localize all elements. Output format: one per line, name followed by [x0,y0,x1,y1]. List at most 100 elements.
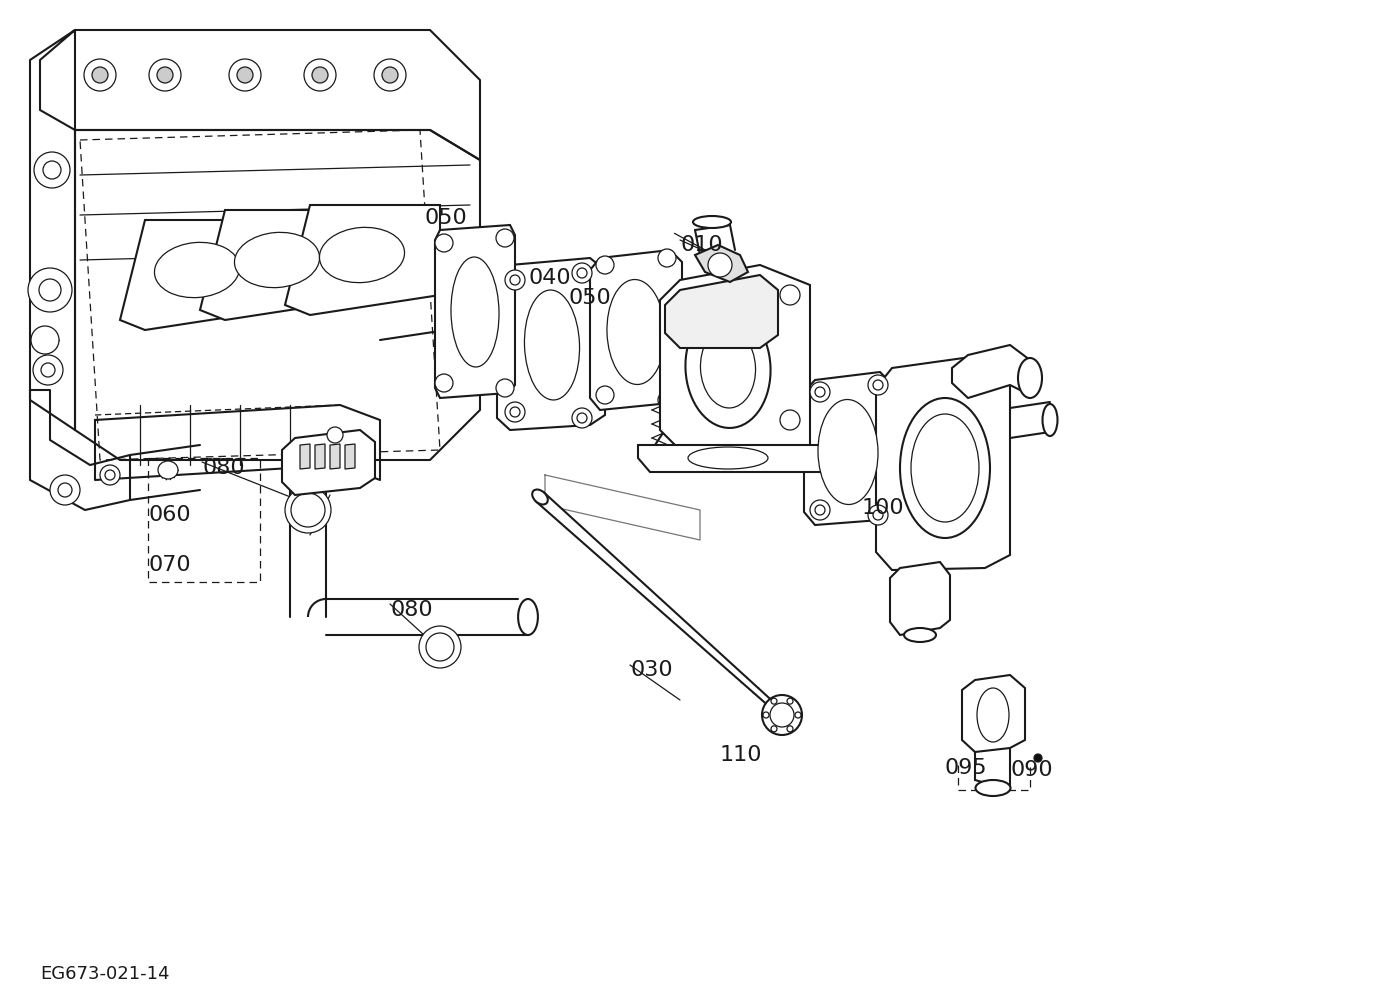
Text: 095: 095 [945,758,987,778]
Ellipse shape [818,399,878,505]
Polygon shape [285,205,440,315]
Circle shape [434,374,452,392]
Ellipse shape [1018,358,1043,398]
Circle shape [510,407,520,417]
Circle shape [809,382,830,402]
Circle shape [658,391,676,409]
Circle shape [596,386,614,404]
Circle shape [781,410,800,430]
Circle shape [84,59,116,91]
Ellipse shape [905,628,936,642]
Circle shape [873,510,883,520]
Polygon shape [638,445,836,480]
Ellipse shape [975,780,1011,796]
Circle shape [505,270,525,290]
Ellipse shape [900,398,990,538]
Ellipse shape [234,232,320,287]
Ellipse shape [607,279,665,384]
Text: 010: 010 [680,235,723,255]
Circle shape [781,285,800,305]
Circle shape [101,465,120,485]
Polygon shape [661,265,809,465]
Ellipse shape [976,688,1009,742]
Circle shape [796,712,801,718]
Circle shape [382,67,399,83]
Circle shape [763,695,803,735]
Circle shape [312,67,328,83]
Polygon shape [952,345,1030,398]
Ellipse shape [1043,404,1058,436]
Circle shape [510,275,520,285]
Ellipse shape [451,257,499,367]
Polygon shape [665,275,778,348]
Ellipse shape [479,276,501,334]
Ellipse shape [419,626,461,668]
Ellipse shape [912,414,979,522]
Ellipse shape [685,308,771,428]
Ellipse shape [532,489,547,505]
Circle shape [33,355,63,385]
Ellipse shape [426,633,454,661]
Circle shape [771,726,776,732]
Text: 050: 050 [425,208,467,228]
Circle shape [105,470,114,480]
Ellipse shape [519,599,538,635]
Circle shape [327,427,343,443]
Polygon shape [496,258,605,430]
Polygon shape [536,492,782,715]
Polygon shape [434,225,514,398]
Ellipse shape [30,326,59,354]
Circle shape [787,698,793,704]
Ellipse shape [701,328,756,408]
Circle shape [707,253,732,277]
Polygon shape [963,675,1025,752]
Circle shape [39,279,61,301]
Circle shape [496,229,514,247]
Text: 060: 060 [148,505,190,525]
Circle shape [867,505,888,525]
Ellipse shape [285,487,331,533]
Circle shape [50,475,80,505]
Circle shape [572,263,592,283]
Polygon shape [590,250,683,410]
Polygon shape [281,430,375,495]
Ellipse shape [694,216,731,228]
Text: 090: 090 [1009,760,1052,780]
Circle shape [28,268,72,312]
Circle shape [434,234,452,252]
Circle shape [505,402,525,422]
Circle shape [41,363,55,377]
Polygon shape [804,372,894,525]
Ellipse shape [154,242,240,297]
Ellipse shape [688,447,768,469]
Circle shape [867,375,888,395]
Text: 080: 080 [201,458,244,478]
Ellipse shape [159,461,178,479]
Ellipse shape [291,493,325,527]
Circle shape [149,59,181,91]
Circle shape [815,505,825,515]
Polygon shape [876,355,1009,570]
Circle shape [237,67,252,83]
Polygon shape [301,444,310,469]
Circle shape [769,703,794,727]
Text: 030: 030 [630,660,673,680]
Circle shape [303,59,336,91]
Circle shape [43,161,61,179]
Circle shape [1034,754,1043,762]
Polygon shape [120,220,274,330]
Text: 080: 080 [390,600,433,620]
Circle shape [34,152,70,188]
Text: 070: 070 [148,555,190,575]
Polygon shape [695,245,747,282]
Circle shape [809,500,830,520]
Polygon shape [314,444,325,469]
Circle shape [576,413,587,423]
Polygon shape [889,562,950,635]
Circle shape [576,268,587,278]
Circle shape [157,67,172,83]
Text: 100: 100 [862,498,905,518]
Circle shape [771,698,776,704]
Polygon shape [200,210,354,320]
Circle shape [92,67,108,83]
